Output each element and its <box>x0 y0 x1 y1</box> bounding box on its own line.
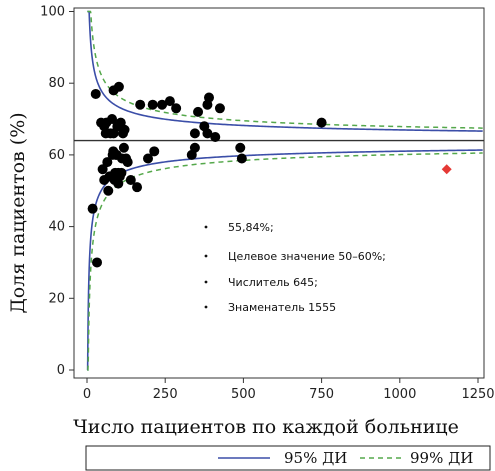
data-point <box>193 106 204 117</box>
data-point <box>135 99 146 110</box>
annotation-bullet <box>204 225 208 229</box>
data-point <box>202 128 213 139</box>
x-tick-label: 250 <box>153 387 178 402</box>
data-point <box>113 81 124 92</box>
legend: 95% ДИ 99% ДИ <box>85 445 491 471</box>
data-point <box>102 157 113 168</box>
x-tick-label: 0 <box>83 387 91 402</box>
data-point <box>149 146 160 157</box>
data-point <box>164 96 175 107</box>
x-tick-label: 1250 <box>461 387 494 402</box>
data-point <box>119 124 130 135</box>
annotation-value: 55,84%; <box>228 221 274 234</box>
y-tick-label: 80 <box>48 76 65 91</box>
data-point <box>316 117 327 128</box>
y-tick-label: 60 <box>48 148 65 163</box>
data-point <box>210 131 221 142</box>
y-axis-title: Доля пациентов (%) <box>7 112 29 313</box>
data-point <box>189 142 200 153</box>
data-point <box>107 114 118 125</box>
data-point <box>118 142 129 153</box>
x-axis-title: Число пациентов по каждой больнице <box>73 416 459 438</box>
data-point <box>236 153 247 164</box>
y-tick-label: 100 <box>40 5 65 20</box>
data-point <box>90 88 101 99</box>
y-tick-label: 40 <box>48 220 65 235</box>
data-point <box>125 174 136 185</box>
x-tick-label: 750 <box>309 387 334 402</box>
annotation-target: Целевое значение 50–60%; <box>228 250 386 263</box>
data-point <box>122 157 133 168</box>
data-point <box>92 257 103 268</box>
ci95-lower-line <box>86 149 483 371</box>
annotation-denominator: Знаменатель 1555 <box>228 301 336 314</box>
data-point <box>103 185 114 196</box>
data-point <box>87 203 98 214</box>
annotation-bullet <box>204 254 208 258</box>
annotation-list: 55,84%; Целевое значение 50–60%; Числите… <box>204 221 386 314</box>
legend-label-99: 99% ДИ <box>410 449 473 467</box>
data-point <box>147 99 158 110</box>
data-point <box>157 99 168 110</box>
annotation-bullet <box>204 305 208 309</box>
y-tick-label: 0 <box>57 363 65 378</box>
data-point <box>132 182 143 193</box>
data-point <box>235 142 246 153</box>
ci99-lower-line <box>87 152 483 371</box>
annotation-bullet <box>204 280 208 284</box>
plot-frame <box>73 7 485 379</box>
ci99-upper-line <box>87 10 483 129</box>
y-tick-label: 20 <box>48 291 65 306</box>
data-point <box>214 103 225 114</box>
data-point <box>189 128 200 139</box>
ci95-upper-line <box>87 10 483 132</box>
data-point <box>203 92 214 103</box>
data-point <box>116 167 127 178</box>
x-tick-label: 500 <box>231 387 256 402</box>
highlight-point <box>441 164 452 175</box>
legend-label-95: 95% ДИ <box>284 449 347 467</box>
data-point <box>142 153 153 164</box>
legend-frame <box>85 445 491 471</box>
data-point <box>171 103 182 114</box>
annotation-numerator: Числитель 645; <box>228 276 318 289</box>
data-point <box>97 164 108 175</box>
x-tick-label: 1000 <box>383 387 416 402</box>
